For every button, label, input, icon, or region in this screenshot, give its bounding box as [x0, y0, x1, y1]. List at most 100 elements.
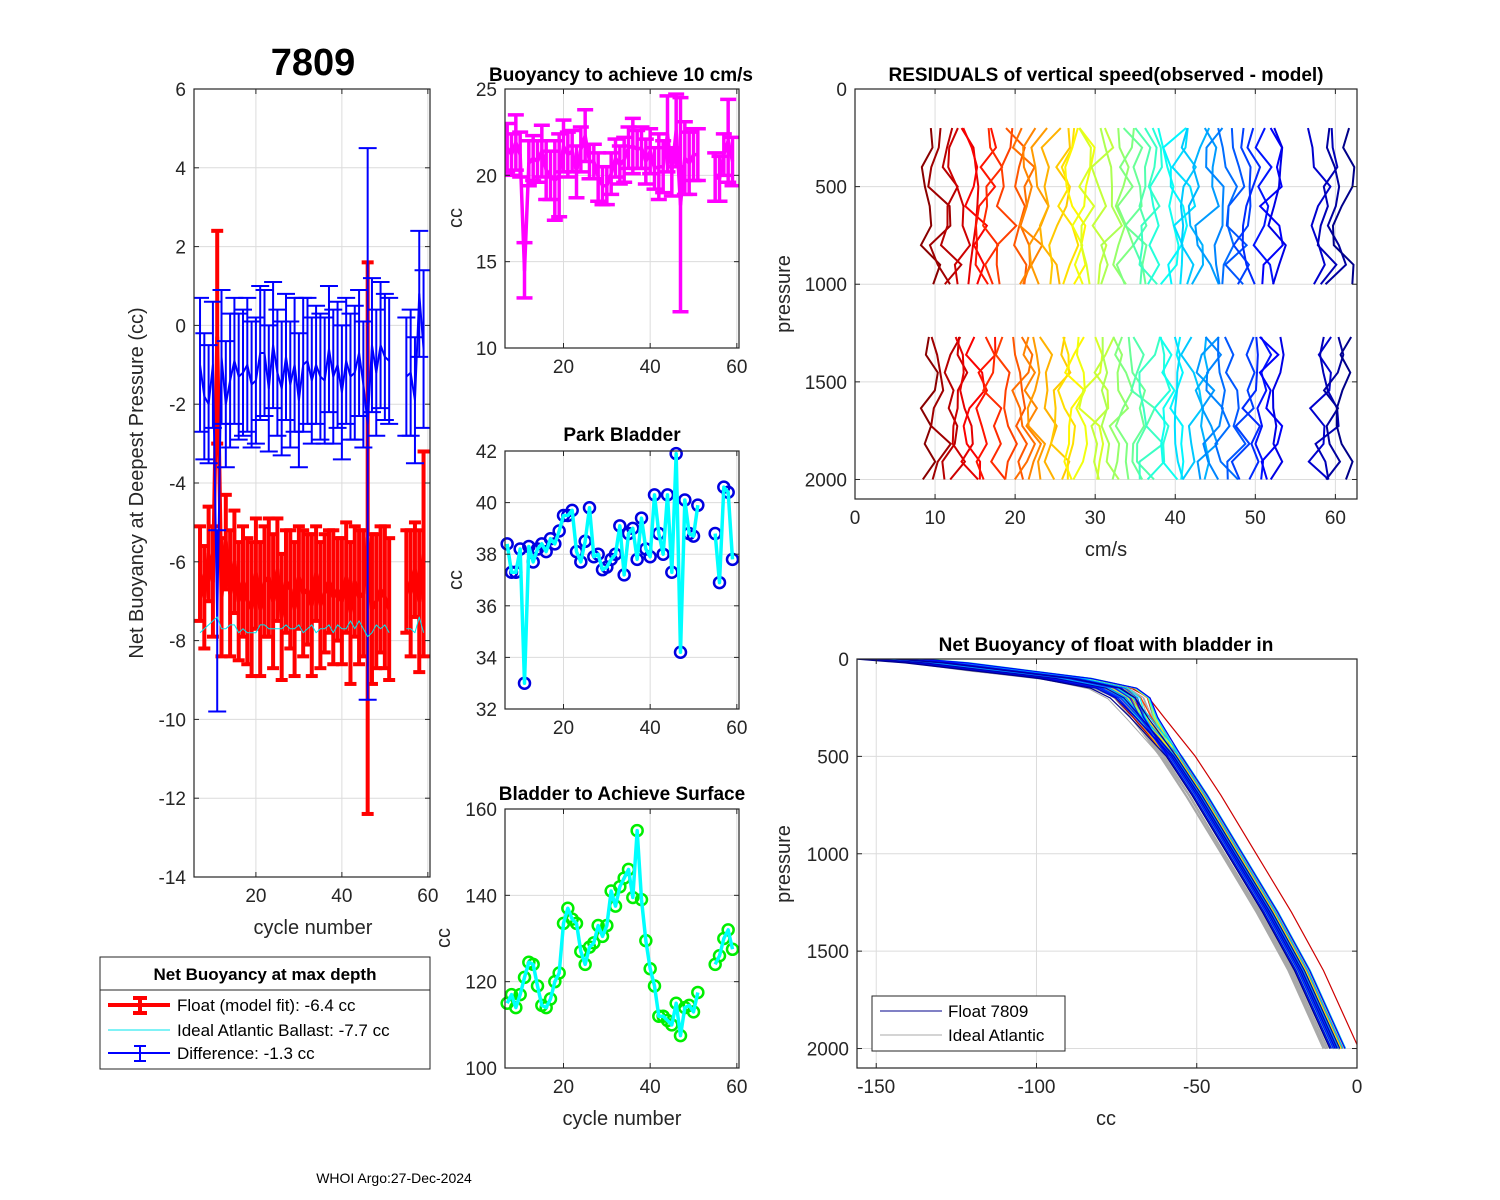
- residual-profile: [1307, 336, 1332, 481]
- x-tick-label: 0: [1352, 1077, 1363, 1098]
- residual-profile: [1132, 127, 1152, 285]
- y-tick-label: 32: [476, 700, 497, 721]
- x-axis-label: cycle number: [563, 1108, 682, 1130]
- y-tick-label: 2000: [807, 1040, 849, 1061]
- residual-profile: [1331, 127, 1356, 285]
- park-bladder-line: [713, 485, 735, 585]
- y-tick-label: 2: [175, 238, 186, 259]
- residual-profile: [1254, 336, 1273, 480]
- legend-label-ideal: Ideal Atlantic Ballast: -7.7 cc: [177, 1021, 390, 1040]
- residual-profile: [1187, 127, 1211, 285]
- residual-profile: [939, 127, 963, 285]
- ticks: 20 40 60 32 34 36 38 40 42: [476, 442, 748, 739]
- residual-profile: [941, 336, 962, 480]
- difference-line: [405, 292, 425, 402]
- residual-profile: [1112, 127, 1130, 285]
- bladder-surface-line: [713, 928, 735, 966]
- grid: [505, 808, 739, 1069]
- net-buoyancy-bladder-plot: Net Buoyancy of float with bladder in -1…: [773, 635, 1362, 1130]
- residuals-plot: RESIDUALS of vertical speed(observed - m…: [773, 65, 1358, 561]
- plot-data: [857, 659, 1357, 1050]
- x-tick-label: 60: [726, 1077, 747, 1098]
- axes-frame: [504, 450, 740, 710]
- residual-profile: [1241, 336, 1262, 480]
- residual-profile: [919, 336, 939, 481]
- y-axis-label: pressure: [773, 825, 795, 903]
- x-tick-label: 40: [331, 886, 352, 907]
- residual-profile: [1158, 336, 1179, 481]
- plot-title: Net Buoyancy of float with bladder in: [939, 635, 1274, 656]
- residual-profile: [1057, 127, 1080, 285]
- residual-profile: [995, 127, 1018, 285]
- x-axis-label: cm/s: [1085, 539, 1127, 561]
- y-tick-label: 0: [836, 80, 847, 101]
- legend: Float 7809 Ideal Atlantic: [871, 995, 1066, 1052]
- float-profile: [895, 659, 1341, 1049]
- residual-profile: [1026, 336, 1047, 480]
- x-tick-label: 10: [924, 508, 945, 529]
- plot-data: [500, 446, 740, 690]
- residual-profile: [1071, 127, 1096, 285]
- buoyancy-line: [714, 139, 735, 181]
- residual-profile: [1018, 127, 1044, 285]
- y-tick-label: 500: [817, 747, 849, 768]
- residual-profile: [1063, 336, 1086, 480]
- x-tick-label: 40: [1165, 508, 1186, 529]
- y-axis-label: cc: [433, 928, 455, 948]
- y-tick-label: 1500: [805, 373, 847, 394]
- residual-profile: [1039, 336, 1058, 480]
- y-tick-label: -14: [159, 868, 187, 889]
- axes-frame: [504, 88, 740, 349]
- buoyancy-10cms-plot: Buoyancy to achieve 10 cm/s 20 40 60101520…: [445, 65, 753, 378]
- residual-profile: [1114, 336, 1134, 480]
- legend-box: [99, 956, 431, 1070]
- y-tick-label: -4: [169, 474, 186, 495]
- x-tick-label: 20: [1005, 508, 1026, 529]
- plot-data: [505, 92, 739, 314]
- y-axis-label: Net Buoyancy at Deepest Pressure (cc): [126, 307, 148, 658]
- x-tick-label: 60: [417, 886, 438, 907]
- x-tick-label: -100: [1017, 1077, 1055, 1098]
- x-tick-label: 40: [640, 718, 661, 739]
- residual-profile: [1100, 336, 1120, 481]
- float-profile: [903, 659, 1332, 1049]
- residual-profile: [1146, 336, 1172, 481]
- x-tick-label: 20: [553, 718, 574, 739]
- residual-profile: [1012, 336, 1029, 480]
- y-tick-label: 1500: [807, 942, 849, 963]
- legend-entry-difference: Difference: -1.3 cc: [108, 1044, 315, 1063]
- x-tick-label: 40: [640, 1077, 661, 1098]
- axes-frame: [856, 658, 1358, 1069]
- residual-profile: [974, 127, 998, 285]
- residual-profile: [1214, 336, 1239, 481]
- residual-profile: [1258, 127, 1284, 285]
- residual-profile: [1049, 336, 1072, 480]
- axes-frame: [854, 88, 1358, 500]
- x-tick-label: 50: [1245, 508, 1266, 529]
- legend-title: Net Buoyancy at max depth: [154, 965, 377, 984]
- x-tick-label: 0: [850, 508, 861, 529]
- residual-profile: [1173, 336, 1184, 480]
- residual-profile: [1205, 127, 1225, 285]
- y-tick-label: -6: [169, 553, 186, 574]
- legend-entry-ideal: Ideal Atlantic Ballast: -7.7 cc: [108, 1021, 390, 1040]
- residual-profile: [994, 336, 1018, 480]
- y-tick-label: 38: [476, 545, 497, 566]
- y-tick-label: 10: [476, 339, 497, 360]
- plot-title: Bladder to Achieve Surface: [499, 784, 745, 805]
- residual-profile: [1057, 336, 1077, 480]
- ticks: 20 40 60 10 15 20 25: [476, 80, 748, 378]
- x-tick-label: -50: [1183, 1077, 1210, 1098]
- float-profile: [857, 659, 1331, 1049]
- y-axis-label: cc: [445, 208, 467, 228]
- legend-label-difference: Difference: -1.3 cc: [177, 1044, 315, 1063]
- residual-profile: [1258, 336, 1284, 480]
- float-profile: [920, 659, 1346, 1049]
- residual-profile: [1241, 127, 1262, 285]
- axes-frame: [504, 808, 740, 1069]
- x-tick-label: 20: [553, 1077, 574, 1098]
- y-tick-label: 140: [465, 886, 497, 907]
- buoyancy-line: [505, 128, 698, 273]
- residual-profile: [1162, 127, 1188, 285]
- residual-profile: [1072, 336, 1089, 480]
